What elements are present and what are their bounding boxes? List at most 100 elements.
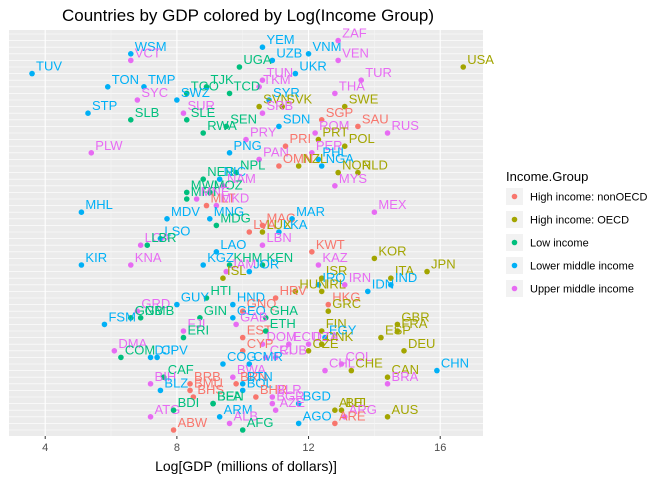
point-label: TUV [36,59,62,74]
data-point [315,136,322,143]
data-point [236,64,243,70]
point-label: VCT [135,45,161,60]
data-point [170,407,177,414]
data-point [141,84,147,90]
data-point [203,202,210,209]
point-label: MAC [266,210,295,225]
data-point [210,400,216,407]
point-label: CPV [161,342,188,357]
point-label: BWA [237,362,266,377]
point-label: KNA [135,250,162,265]
data-point [259,229,266,235]
data-point [315,282,322,288]
point-label: SAU [362,111,389,126]
point-label: GEO [237,303,266,318]
point-label: GNQ [247,296,277,311]
data-point [239,348,246,354]
data-point [325,308,332,315]
data-point [127,57,134,64]
point-label: EST [247,323,272,338]
point-label: MOZ [214,177,243,192]
point-label: MHL [85,197,112,212]
data-point [134,308,141,315]
data-point [259,77,266,83]
point-label: COG [227,349,257,364]
data-point [206,189,213,196]
point-label: TKM [263,72,290,87]
data-point [203,84,210,90]
data-point [318,341,325,348]
x-tick-label: 12 [302,442,314,454]
point-label: PHL [322,144,347,159]
data-point [384,374,391,381]
data-point [289,216,295,222]
data-point [183,90,190,97]
data-point [262,354,269,361]
point-label: IDN [372,276,394,291]
data-point [341,414,348,420]
data-point [259,222,266,229]
point-label: HKG [332,290,360,305]
point-label: SWE [349,92,379,107]
point-label: KHM [234,250,263,265]
point-label: GNB [135,303,163,318]
point-label: DEU [408,336,435,351]
data-point [295,420,302,427]
point-label: SEN [230,111,257,126]
data-point [164,216,170,222]
point-label: LCA [145,230,171,245]
data-point [318,163,325,169]
data-point [259,110,266,116]
data-point [104,84,111,90]
data-point [220,183,226,189]
data-point [127,315,134,321]
data-point [256,103,262,110]
data-point [318,288,325,295]
data-point [157,387,164,394]
data-point [147,354,154,361]
data-point [213,249,220,255]
data-point [394,328,401,334]
data-point [378,334,384,341]
data-point [272,295,279,301]
point-label: BRB [194,369,221,384]
point-label: UGA [243,52,272,67]
data-point [460,64,467,70]
legend-title: Income.Group [506,169,588,184]
legend-marker [511,262,518,269]
data-point [305,348,312,354]
point-label: BGD [303,389,331,404]
point-label: COM [125,342,155,357]
legend: Income.Group High income: nonOECD High in… [506,169,647,297]
data-point [213,222,220,229]
point-label: FSM [108,309,135,324]
point-label: LBN [266,230,291,245]
data-point [315,156,322,163]
point-label: STP [92,98,117,113]
data-point [282,143,289,149]
data-point [295,400,302,407]
point-label: BMU [194,375,223,390]
point-label: TON [112,72,139,87]
data-point [259,242,266,248]
data-point [233,169,239,176]
point-label: FRA [401,316,427,331]
point-label: ITA [395,263,415,278]
data-point [262,315,269,321]
point-label: ARM [224,402,253,417]
point-label: NLD [362,158,388,173]
data-point [292,288,299,295]
point-label: BEL [345,395,370,410]
point-label: LUX [266,217,292,232]
point-label: CHL [329,356,355,371]
point-label: THA [339,78,365,93]
plot-panel [9,30,483,436]
legend-label: Lower middle income [530,261,634,273]
data-point [424,268,430,275]
point-label: SDN [283,111,310,126]
legend-label: High income: nonOECD [530,192,647,204]
point-label: PAN [263,144,289,159]
point-label: MDG [220,210,250,225]
data-point [269,394,276,400]
point-label: ISL [227,263,247,278]
